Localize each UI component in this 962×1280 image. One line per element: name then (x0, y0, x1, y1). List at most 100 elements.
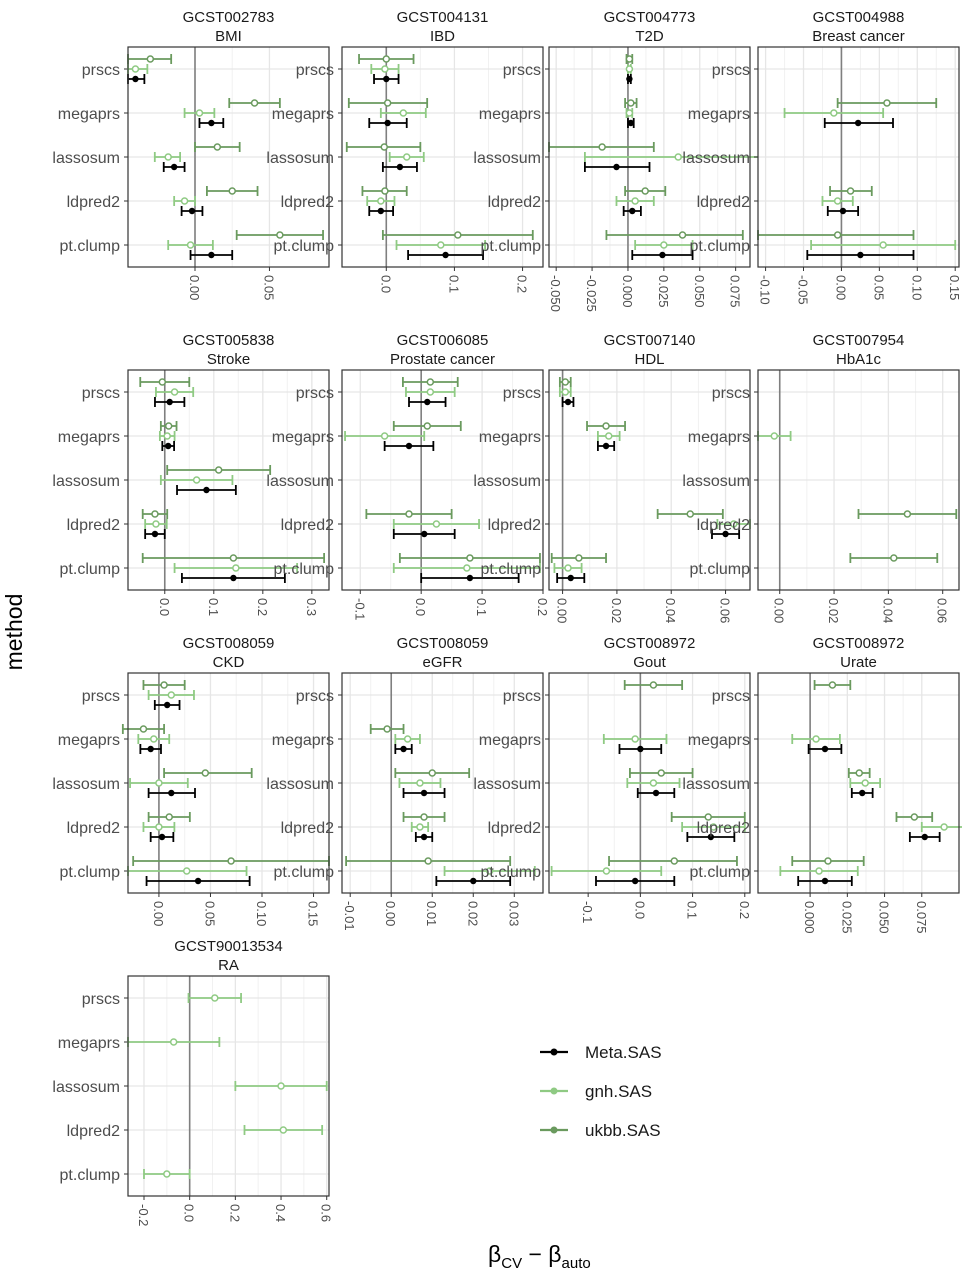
facet-panel: GCST004988 Breast cancer -0.10 -0.05 0.00 0.0… (682, 9, 962, 305)
point-estimate (180, 197, 189, 205)
panel-subtitle: RA (218, 957, 239, 974)
point-estimate (626, 75, 633, 83)
facet-panel: GCST006085 Prostate cancer -0.1 0.0 0.1 0.2 pr… (266, 332, 550, 620)
method-label: pt.clump (690, 238, 751, 255)
point-estimate (203, 486, 210, 494)
point-estimate (420, 789, 428, 797)
point-estimate (564, 398, 572, 406)
facet-panel: GCST004773 T2D -0.050 -0.025 0.000 0.025 0.050… (473, 9, 773, 312)
panel-subtitle: HbA1c (836, 351, 882, 368)
panel-border (757, 369, 960, 591)
point-estimate (150, 735, 158, 743)
point-estimate (770, 432, 779, 440)
point-estimate (454, 231, 462, 239)
point-estimate (824, 857, 832, 865)
point-estimate (164, 422, 173, 430)
facet-panel: GCST002783 BMI 0.00 0.05 prscs megaprs lassosu… (52, 9, 330, 300)
method-label: lassosum (52, 473, 120, 490)
x-axis-title-sub2: auto (562, 1255, 591, 1272)
legend-label: ukbb.SAS (585, 1121, 661, 1140)
x-tick-label: 0.4 (273, 1204, 288, 1222)
point-estimate (575, 554, 583, 562)
x-tick-label: 0.2 (255, 598, 270, 616)
method-label: ldpred2 (281, 517, 334, 534)
point-estimate (139, 725, 148, 733)
legend-label: gnh.SAS (585, 1082, 652, 1101)
point-estimate (649, 779, 658, 787)
method-label: pt.clump (60, 864, 121, 881)
method-label: pt.clump (481, 238, 542, 255)
method-label: ldpred2 (281, 820, 334, 837)
x-axis-title: βCV − βauto (488, 1241, 591, 1272)
point-estimate (183, 867, 191, 875)
point-estimate (426, 378, 435, 386)
point-estimate (637, 745, 644, 753)
x-tick-label: 0.0 (378, 275, 393, 293)
point-estimate (652, 789, 660, 797)
panel-border (548, 369, 751, 591)
point-estimate (598, 143, 606, 151)
method-label: prscs (296, 385, 334, 402)
method-label: pt.clump (481, 864, 542, 881)
point-estimate (165, 442, 172, 450)
point-estimate (442, 251, 449, 259)
point-estimate (403, 735, 412, 743)
point-estimate (158, 833, 166, 841)
point-estimate (812, 735, 820, 743)
method-label: megaprs (479, 732, 541, 749)
method-label: lassosum (52, 1079, 120, 1096)
x-tick-label: 0.050 (692, 275, 707, 308)
x-tick-label: 0.2 (515, 275, 530, 293)
panel-title: GCST007140 (604, 332, 696, 349)
point-estimate (194, 877, 202, 885)
point-estimate (208, 119, 215, 127)
point-estimate (567, 574, 574, 582)
x-tick-label: -0.01 (342, 901, 357, 931)
x-tick-label: 0.6 (319, 1204, 334, 1222)
point-estimate (163, 701, 171, 709)
point-estimate (940, 823, 948, 831)
x-tick-label: 0.075 (728, 275, 743, 308)
point-estimate (921, 833, 928, 841)
point-estimate (228, 187, 236, 195)
point-estimate (707, 833, 715, 841)
point-estimate (164, 153, 172, 161)
x-tick-label: 0.10 (909, 275, 924, 300)
point-estimate (250, 99, 259, 107)
point-estimate (230, 574, 237, 582)
point-estimate (208, 251, 215, 259)
point-estimate (416, 823, 424, 831)
method-label: ldpred2 (488, 820, 541, 837)
point-estimate (678, 231, 687, 239)
point-estimate (564, 564, 572, 572)
method-label: lassosum (473, 473, 541, 490)
point-estimate (470, 877, 477, 885)
panel-border (341, 46, 544, 268)
method-label: pt.clump (60, 1167, 121, 1184)
method-label: ldpred2 (697, 517, 750, 534)
point-estimate (485, 867, 494, 875)
facet-panels: GCST002783 BMI 0.00 0.05 prscs megaprs lassosu… (52, 9, 962, 1226)
point-estimate (380, 143, 388, 151)
x-tick-label: -0.05 (796, 275, 811, 305)
point-estimate (428, 769, 436, 777)
x-tick-label: 0.2 (737, 901, 752, 919)
x-tick-label: 0.03 (506, 901, 521, 926)
method-label: megaprs (688, 106, 750, 123)
method-label: lassosum (52, 150, 120, 167)
point-estimate (381, 187, 389, 195)
method-label: pt.clump (274, 864, 335, 881)
point-estimate (163, 1170, 171, 1178)
point-estimate (170, 163, 178, 171)
x-tick-label: 0.1 (206, 598, 221, 616)
panel-border (127, 46, 330, 268)
method-label: ldpred2 (697, 194, 750, 211)
x-tick-label: 0.06 (718, 598, 733, 623)
point-estimate (277, 1082, 285, 1090)
point-estimate (158, 378, 167, 386)
method-label: lassosum (473, 776, 541, 793)
point-estimate (188, 207, 196, 215)
panel-title: GCST007954 (813, 332, 905, 349)
point-estimate (421, 530, 428, 538)
legend: Meta.SAS gnh.SAS ukbb.SAS (540, 1043, 662, 1140)
